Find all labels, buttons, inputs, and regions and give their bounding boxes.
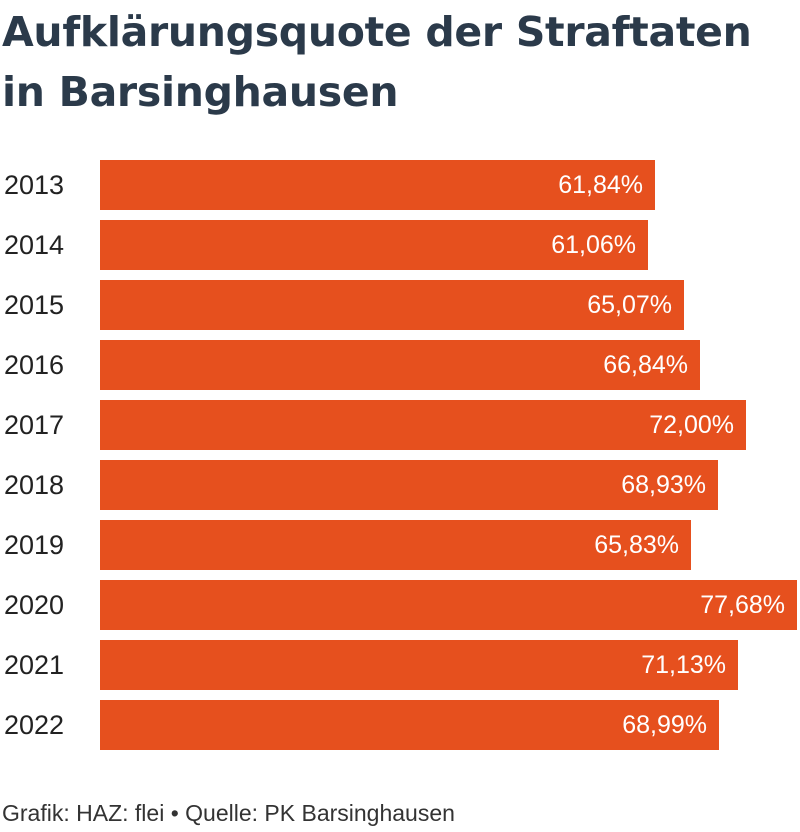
chart-title: Aufklärungsquote der Straftaten in Barsi… bbox=[2, 8, 752, 116]
bar-2021 bbox=[100, 640, 738, 690]
bar-2014 bbox=[100, 220, 648, 270]
value-label-2022: 68,99% bbox=[622, 711, 707, 739]
bar-2016 bbox=[100, 340, 700, 390]
bar-2020 bbox=[100, 580, 797, 630]
value-label-2016: 66,84% bbox=[603, 351, 688, 379]
bar-2022 bbox=[100, 700, 719, 750]
value-label-2021: 71,13% bbox=[641, 651, 726, 679]
year-label-2013: 2013 bbox=[4, 170, 64, 200]
bar-2018 bbox=[100, 460, 718, 510]
year-label-2021: 2021 bbox=[4, 650, 64, 680]
value-label-2013: 61,84% bbox=[558, 171, 643, 199]
year-label-2015: 2015 bbox=[4, 290, 64, 320]
year-label-2016: 2016 bbox=[4, 350, 64, 380]
value-label-2019: 65,83% bbox=[594, 531, 679, 559]
bar-2019 bbox=[100, 520, 691, 570]
year-label-2019: 2019 bbox=[4, 530, 64, 560]
value-label-2015: 65,07% bbox=[587, 291, 672, 319]
bar-chart: 2013 61,84% 2014 61,06% 2015 65,07% 2016 66,84%… bbox=[4, 160, 797, 750]
source-footer: Grafik: HAZ: flei • Quelle: PK Barsingha… bbox=[2, 800, 455, 826]
year-label-2017: 2017 bbox=[4, 410, 64, 440]
bar-2017 bbox=[100, 400, 746, 450]
bar-2013 bbox=[100, 160, 655, 210]
year-label-2014: 2014 bbox=[4, 230, 64, 260]
year-label-2020: 2020 bbox=[4, 590, 64, 620]
value-label-2017: 72,00% bbox=[649, 411, 734, 439]
year-label-2022: 2022 bbox=[4, 710, 64, 740]
value-label-2018: 68,93% bbox=[621, 471, 706, 499]
year-label-2018: 2018 bbox=[4, 470, 64, 500]
value-label-2020: 77,68% bbox=[700, 591, 785, 619]
bar-2015 bbox=[100, 280, 684, 330]
value-label-2014: 61,06% bbox=[551, 231, 636, 259]
